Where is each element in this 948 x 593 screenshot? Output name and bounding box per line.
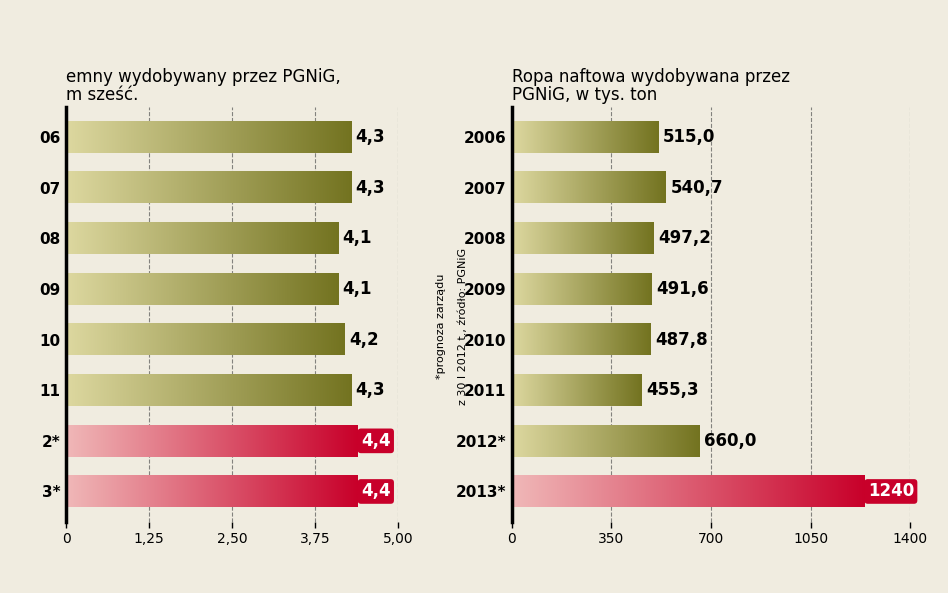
Text: 4,2: 4,2 — [349, 331, 378, 349]
Text: PGNiG, w tys. ton: PGNiG, w tys. ton — [512, 86, 657, 104]
Text: 515,0: 515,0 — [664, 128, 716, 146]
Text: 4,1: 4,1 — [342, 280, 372, 298]
Text: 497,2: 497,2 — [658, 229, 711, 247]
Text: emny wydobywany przez PGNiG,: emny wydobywany przez PGNiG, — [66, 68, 341, 86]
Text: 1240: 1240 — [867, 483, 914, 500]
Text: 660,0: 660,0 — [704, 432, 757, 450]
Text: 540,7: 540,7 — [670, 178, 723, 197]
Text: z 30 I 2012 t., źródło: PGNiG: z 30 I 2012 t., źródło: PGNiG — [458, 248, 467, 404]
Text: 455,3: 455,3 — [647, 381, 699, 399]
Text: m sześć.: m sześć. — [66, 86, 138, 104]
Text: 4,3: 4,3 — [356, 381, 385, 399]
Text: 4,4: 4,4 — [361, 483, 391, 500]
Text: *prognoza zarządu: *prognoza zarządu — [436, 273, 446, 379]
Text: Ropa naftowa wydobywana przez: Ropa naftowa wydobywana przez — [512, 68, 790, 86]
Text: 4,4: 4,4 — [361, 432, 391, 450]
Text: 491,6: 491,6 — [657, 280, 709, 298]
Text: 4,1: 4,1 — [342, 229, 372, 247]
Text: 4,3: 4,3 — [356, 178, 385, 197]
Text: 487,8: 487,8 — [655, 331, 708, 349]
Text: 4,3: 4,3 — [356, 128, 385, 146]
